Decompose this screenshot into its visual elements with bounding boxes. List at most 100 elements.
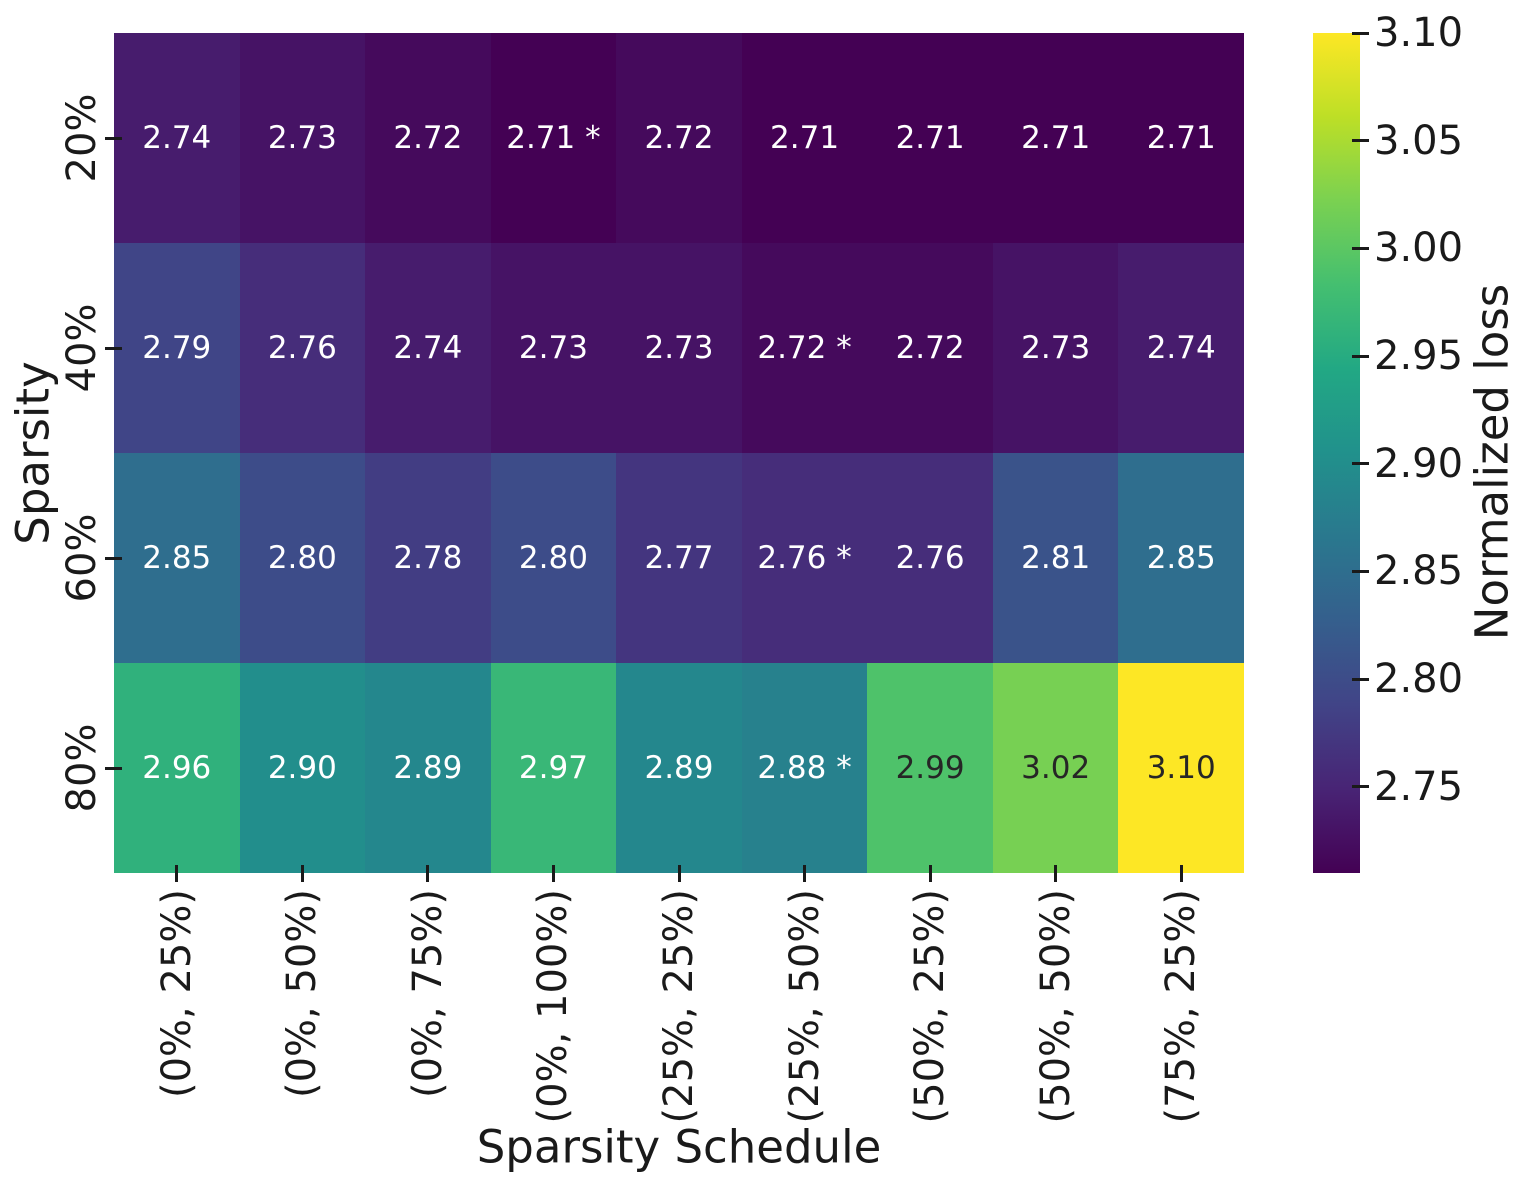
x-tick-mark (426, 865, 430, 882)
cell-value-label: 2.80 (267, 539, 337, 576)
cell-value-label: 2.71 (895, 119, 965, 156)
cell-value-label: 2.99 (895, 749, 965, 786)
heatmap-cell: 2.85 (114, 453, 240, 663)
cell-value-label: 2.73 (518, 329, 588, 366)
cell-value-label: 2.85 (1146, 539, 1216, 576)
heatmap-cell: 2.76 (867, 453, 993, 663)
heatmap-cell: 2.97 (490, 663, 617, 873)
heatmap-cell: 2.72 (616, 33, 742, 243)
cell-value-label: 2.90 (267, 749, 337, 786)
x-tick-mark (1054, 865, 1058, 882)
cell-value-label: 2.89 (644, 749, 714, 786)
colorbar-tick-mark (1352, 677, 1369, 681)
colorbar-tick-mark (1352, 139, 1369, 143)
cell-value-label: 2.85 (142, 539, 212, 576)
heatmap-cell: 2.80 (239, 453, 366, 663)
cell-value-label: 3.02 (1021, 749, 1091, 786)
y-tick-mark (105, 136, 122, 140)
cell-value-label: 2.73 (267, 119, 337, 156)
y-tick-label: 40% (59, 303, 105, 393)
heatmap-cell: 2.79 (114, 243, 240, 453)
x-tick-mark (175, 865, 179, 882)
heatmap-cell: 2.71 (1118, 33, 1244, 243)
colorbar-tick-label: 2.90 (1374, 440, 1464, 487)
heatmap-cell: 2.73 (239, 33, 366, 243)
heatmap-cell: 2.99 (867, 663, 993, 873)
x-tick-label: (75%, 25%) (1158, 889, 1205, 1124)
cell-value-label: 2.72 * (757, 329, 852, 366)
x-tick-mark (803, 865, 807, 882)
cell-value-label: 2.77 (644, 539, 714, 576)
cell-value-label: 2.71 (770, 119, 840, 156)
cell-value-label: 2.78 (393, 539, 463, 576)
heatmap-cell: 2.72 (365, 33, 491, 243)
cell-value-label: 2.74 (142, 119, 212, 156)
heatmap-cell: 2.96 (114, 663, 240, 873)
colorbar-tick-mark (1352, 246, 1369, 250)
x-tick-label: (25%, 50%) (781, 889, 828, 1124)
cell-value-label: 2.72 (895, 329, 965, 366)
colorbar-tick-label: 2.95 (1374, 333, 1464, 380)
x-tick-label: (0%, 50%) (279, 889, 326, 1099)
heatmap-cell: 2.74 (365, 243, 491, 453)
heatmap-cell: 2.80 (490, 453, 617, 663)
x-tick-label: (25%, 25%) (656, 889, 702, 1124)
colorbar-tick-label: 3.05 (1374, 117, 1464, 164)
heatmap-cell: 2.89 (365, 663, 491, 873)
heatmap-cell: 2.72 * (741, 243, 868, 453)
cell-value-label: 2.76 * (757, 539, 852, 576)
x-axis-title: Sparsity Schedule (476, 1120, 882, 1174)
cell-value-label: 2.88 * (757, 749, 852, 786)
colorbar-tick-mark (1352, 31, 1369, 35)
colorbar-tick-mark (1352, 354, 1369, 358)
y-tick-mark (105, 346, 122, 350)
heatmap-cell: 2.73 (992, 243, 1119, 453)
y-tick-label: 80% (59, 723, 105, 813)
cell-value-label: 2.76 (267, 329, 337, 366)
x-tick-mark (1179, 865, 1183, 882)
colorbar-tick-mark (1352, 785, 1369, 789)
colorbar-tick-label: 3.00 (1374, 225, 1464, 272)
cell-value-label: 2.97 (518, 749, 588, 786)
heatmap-cell: 2.73 (490, 243, 617, 453)
heatmap-cell: 2.71 (867, 33, 993, 243)
heatmap-cell: 2.81 (992, 453, 1119, 663)
colorbar-tick-label: 2.75 (1374, 763, 1464, 810)
heatmap-cell: 2.90 (239, 663, 366, 873)
heatmap-cell: 2.76 * (741, 453, 868, 663)
y-tick-label: 60% (59, 513, 105, 603)
y-tick-mark (105, 766, 122, 770)
colorbar-tick-label: 2.85 (1374, 548, 1464, 595)
cell-value-label: 2.79 (142, 329, 212, 366)
x-tick-mark (677, 865, 681, 882)
colorbar-title: Normalized loss (1465, 283, 1519, 641)
heatmap-cell: 2.71 (741, 33, 868, 243)
heatmap-cell: 2.71 * (490, 33, 617, 243)
colorbar-tick-mark (1352, 462, 1369, 466)
cell-value-label: 2.80 (518, 539, 588, 576)
heatmap-cell: 2.85 (1118, 453, 1244, 663)
heatmap-cell: 3.02 (992, 663, 1119, 873)
heatmap-cell: 2.77 (616, 453, 742, 663)
colorbar-tick-mark (1352, 569, 1369, 573)
colorbar-tick-label: 2.80 (1374, 656, 1464, 703)
cell-value-label: 2.72 (644, 119, 714, 156)
heatmap-cell: 2.76 (239, 243, 366, 453)
x-tick-label: (50%, 50%) (1032, 889, 1079, 1124)
heatmap-cell: 2.72 (867, 243, 993, 453)
colorbar-tick-label: 3.10 (1374, 10, 1464, 56)
heatmap-cell: 2.89 (616, 663, 742, 873)
heatmap-grid: 2.74 2.73 2.72 2.71 * 2.72 2.71 2.71 2.71 2.71 2.… (114, 33, 1244, 873)
y-axis-title: Sparsity (6, 361, 60, 545)
colorbar (1313, 33, 1360, 873)
cell-value-label: 2.96 (142, 749, 212, 786)
cell-value-label: 2.72 (393, 119, 463, 156)
x-tick-mark (551, 865, 555, 882)
heatmap-cell: 2.78 (365, 453, 491, 663)
cell-value-label: 2.89 (393, 749, 463, 786)
cell-value-label: 2.74 (1146, 329, 1216, 366)
x-tick-mark (928, 865, 932, 882)
x-tick-label: (50%, 25%) (907, 889, 954, 1124)
heatmap-cell: 2.74 (114, 33, 240, 243)
